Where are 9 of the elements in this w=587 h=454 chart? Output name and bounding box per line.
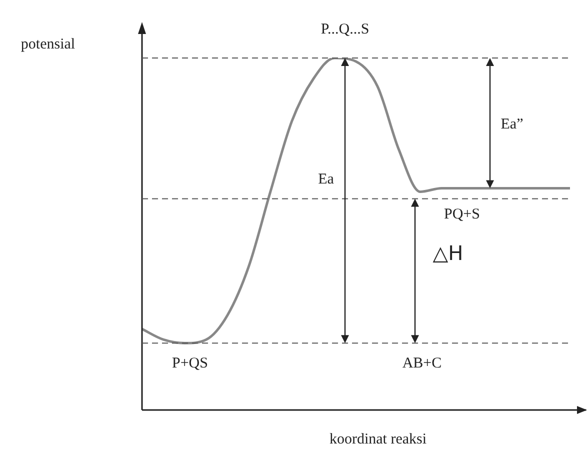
annotation: P+QS bbox=[172, 356, 208, 372]
annotation: Ea” bbox=[500, 116, 524, 134]
x-axis-title: koordinat reaksi bbox=[329, 432, 427, 448]
text: P...Q...S bbox=[320, 22, 370, 38]
annotation: PQ+S bbox=[444, 206, 480, 224]
annotation: Ea bbox=[318, 172, 334, 188]
annotation: AB+C bbox=[402, 356, 442, 372]
annotation: △H bbox=[432, 241, 464, 265]
y-axis-title: potensial bbox=[20, 36, 76, 54]
